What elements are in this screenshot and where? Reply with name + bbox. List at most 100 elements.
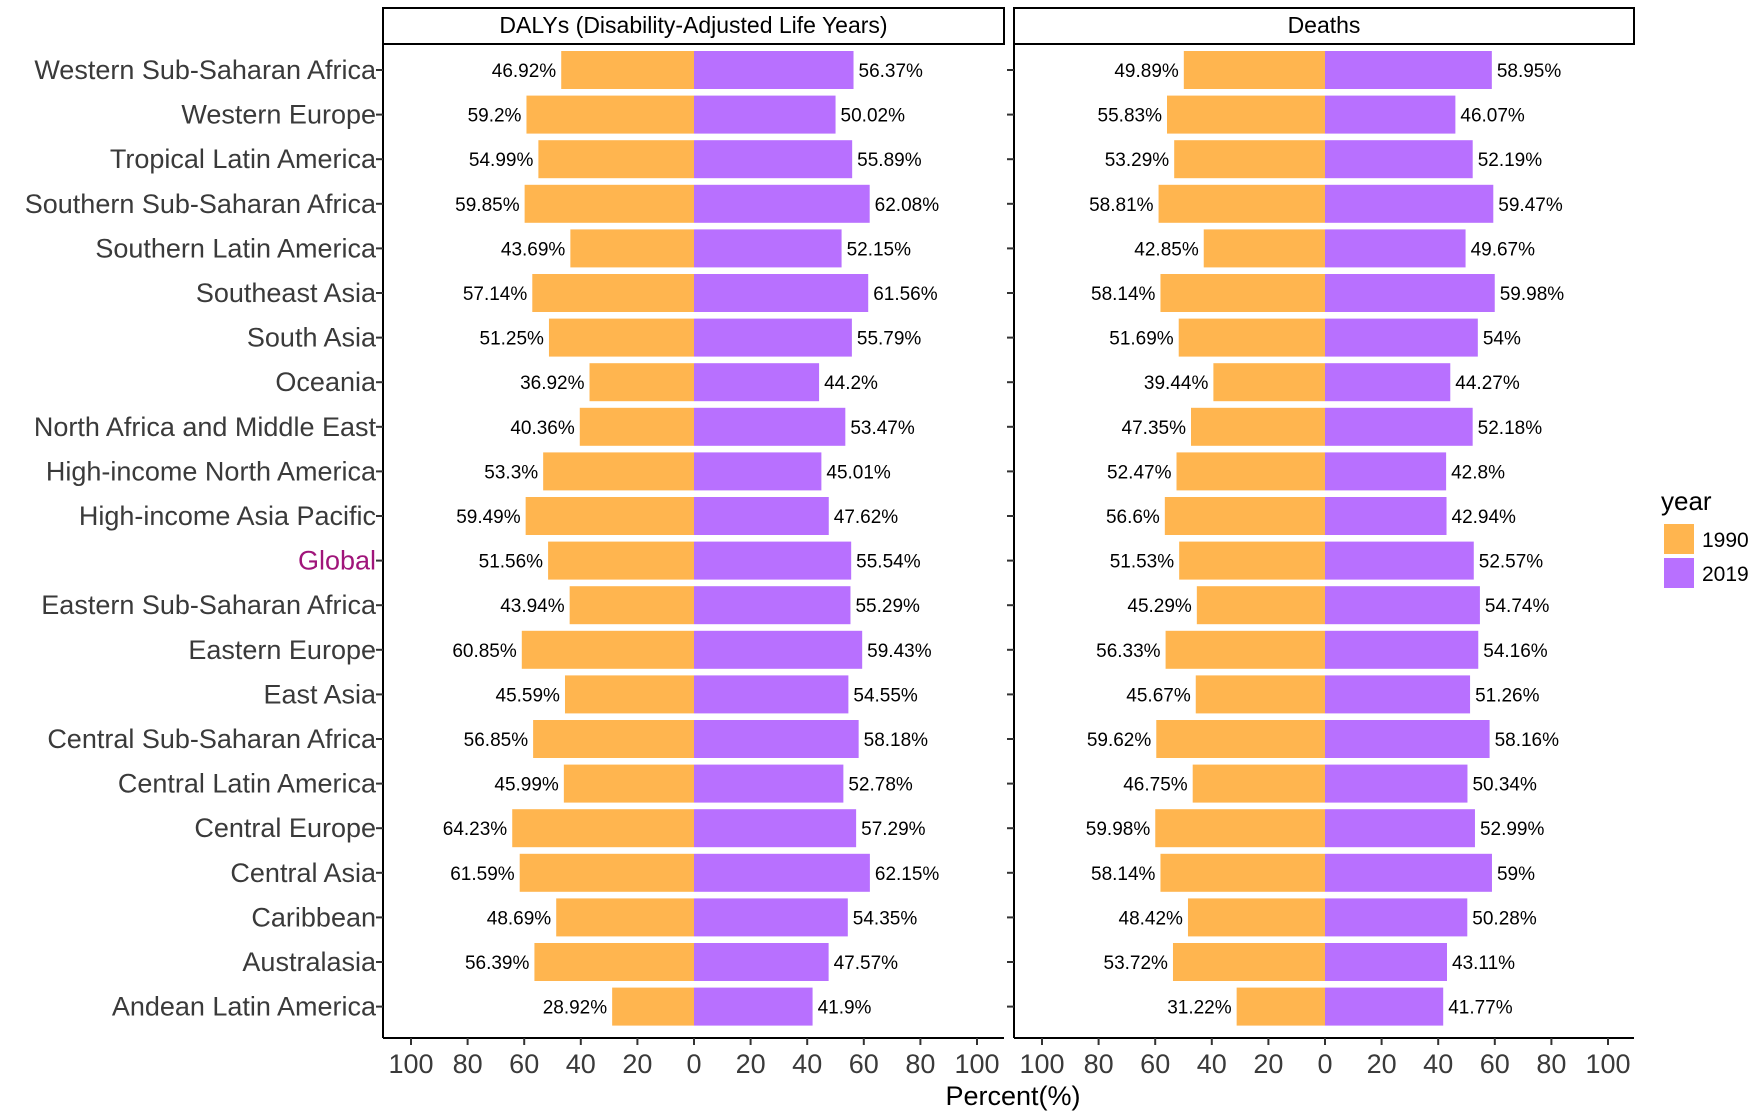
x-tick-label: 60 xyxy=(1480,1049,1510,1079)
bar-1990-central-sub-saharan-africa xyxy=(1156,720,1325,758)
bar-1990-southern-sub-saharan-africa xyxy=(524,184,694,223)
legend: year 1990 2019 xyxy=(1661,486,1749,588)
bar-2019-southeast-asia xyxy=(694,274,869,312)
value-label-2019-southern-latin-america: 49.67% xyxy=(1471,239,1536,260)
value-label-2019-eastern-sub-saharan-africa: 54.74% xyxy=(1485,596,1550,617)
region-label-south-asia: South Asia xyxy=(247,323,377,353)
x-tick-label: 100 xyxy=(1019,1049,1064,1079)
bar-2019-eastern-europe xyxy=(694,630,863,669)
bar-2019-western-europe xyxy=(1325,95,1456,134)
x-tick-label: 60 xyxy=(849,1049,879,1079)
bar-1990-southeast-asia xyxy=(1160,274,1325,312)
bar-2019-eastern-europe xyxy=(1325,630,1479,669)
x-tick-label: 100 xyxy=(954,1049,999,1079)
region-label-western-sub-saharan-africa: Western Sub-Saharan Africa xyxy=(34,55,377,85)
panel-dalys-disability-adjusted-life-years: DALYs (Disability-Adjusted Life Years) 46… xyxy=(376,7,1005,1079)
bar-2019-east-asia xyxy=(1325,675,1471,714)
x-tick-label: 40 xyxy=(566,1049,596,1079)
x-tick-label: 100 xyxy=(1585,1049,1630,1079)
value-label-1990-andean-latin-america: 31.22% xyxy=(1167,998,1232,1019)
bar-1990-eastern-sub-saharan-africa xyxy=(1196,586,1325,625)
bar-1990-andean-latin-america xyxy=(1236,987,1325,1026)
region-label-caribbean: Caribbean xyxy=(251,902,376,932)
region-label-southeast-asia: Southeast Asia xyxy=(196,278,377,308)
bar-1990-oceania xyxy=(589,363,694,402)
bar-1990-western-europe xyxy=(1167,95,1325,134)
value-label-1990-east-asia: 45.67% xyxy=(1126,685,1191,706)
x-tick-label: 40 xyxy=(792,1049,822,1079)
x-tick-label: 0 xyxy=(1317,1049,1332,1079)
bar-1990-australasia xyxy=(534,943,694,981)
bar-2019-east-asia xyxy=(694,675,849,714)
value-label-1990-southeast-asia: 58.14% xyxy=(1091,284,1156,305)
bar-2019-southern-latin-america xyxy=(694,229,842,268)
value-label-2019-oceania: 44.27% xyxy=(1455,373,1520,394)
panels: DALYs (Disability-Adjusted Life Years) 46… xyxy=(376,7,1635,1079)
bar-1990-east-asia xyxy=(1195,675,1325,714)
value-label-2019-caribbean: 50.28% xyxy=(1472,908,1537,929)
bar-1990-central-asia xyxy=(519,853,694,892)
value-label-1990-eastern-europe: 60.85% xyxy=(452,641,517,662)
bar-1990-western-europe xyxy=(526,95,694,134)
value-label-2019-caribbean: 54.35% xyxy=(853,908,918,929)
value-label-1990-central-latin-america: 45.99% xyxy=(494,775,559,796)
region-label-australasia: Australasia xyxy=(242,947,377,977)
value-label-1990-eastern-europe: 56.33% xyxy=(1096,641,1161,662)
bar-2019-south-asia xyxy=(1325,318,1478,357)
bar-1990-global xyxy=(548,541,694,580)
value-label-1990-western-sub-saharan-africa: 49.89% xyxy=(1114,61,1179,82)
bar-2019-southeast-asia xyxy=(1325,274,1495,312)
bar-1990-caribbean xyxy=(1187,898,1325,937)
bar-1990-eastern-sub-saharan-africa xyxy=(569,586,694,625)
bar-1990-central-sub-saharan-africa xyxy=(533,720,694,758)
region-label-high-income-north-america: High-income North America xyxy=(46,456,377,486)
bar-2019-high-income-north-america xyxy=(694,452,822,491)
bar-1990-north-africa-and-middle-east xyxy=(579,407,694,446)
value-label-1990-central-europe: 64.23% xyxy=(443,819,508,840)
value-label-2019-high-income-asia-pacific: 42.94% xyxy=(1452,507,1517,528)
value-label-1990-central-sub-saharan-africa: 56.85% xyxy=(464,730,529,751)
x-axis-title: Percent(%) xyxy=(945,1081,1080,1111)
region-label-oceania: Oceania xyxy=(275,367,377,397)
bar-2019-tropical-latin-america xyxy=(694,140,853,179)
bar-1990-high-income-north-america xyxy=(1176,452,1325,491)
bar-1990-southern-sub-saharan-africa xyxy=(1158,184,1325,223)
bar-1990-andean-latin-america xyxy=(612,987,694,1026)
value-label-2019-australasia: 47.57% xyxy=(834,953,899,974)
bar-1990-australasia xyxy=(1172,943,1325,981)
value-label-1990-high-income-asia-pacific: 56.6% xyxy=(1106,507,1160,528)
region-label-central-sub-saharan-africa: Central Sub-Saharan Africa xyxy=(47,724,377,754)
value-label-1990-central-europe: 59.98% xyxy=(1086,819,1151,840)
bar-1990-southern-latin-america xyxy=(570,229,694,268)
bar-1990-central-latin-america xyxy=(563,764,694,803)
value-label-2019-central-europe: 57.29% xyxy=(861,819,926,840)
value-label-1990-global: 51.53% xyxy=(1110,552,1175,573)
bar-1990-high-income-asia-pacific xyxy=(1164,497,1325,535)
value-label-2019-global: 55.54% xyxy=(856,552,921,573)
region-label-southern-sub-saharan-africa: Southern Sub-Saharan Africa xyxy=(25,189,377,219)
bar-2019-andean-latin-america xyxy=(1325,987,1444,1026)
panel-title: Deaths xyxy=(1288,12,1361,38)
bar-2019-australasia xyxy=(1325,943,1448,981)
value-label-2019-north-africa-and-middle-east: 52.18% xyxy=(1478,418,1543,439)
region-label-high-income-asia-pacific: High-income Asia Pacific xyxy=(79,501,376,531)
bar-2019-central-sub-saharan-africa xyxy=(1325,720,1490,758)
x-tick-label: 60 xyxy=(1140,1049,1170,1079)
value-label-2019-tropical-latin-america: 55.89% xyxy=(857,150,922,171)
value-label-2019-central-sub-saharan-africa: 58.16% xyxy=(1495,730,1560,751)
x-tick-label: 20 xyxy=(736,1049,766,1079)
bar-1990-eastern-europe xyxy=(1165,630,1325,669)
value-label-2019-southern-sub-saharan-africa: 59.47% xyxy=(1498,195,1563,216)
value-label-2019-high-income-asia-pacific: 47.62% xyxy=(834,507,899,528)
value-label-1990-southeast-asia: 57.14% xyxy=(463,284,528,305)
bar-2019-central-europe xyxy=(1325,809,1475,848)
bar-1990-southeast-asia xyxy=(532,274,694,312)
legend-label-2019: 2019 xyxy=(1702,563,1749,586)
region-label-eastern-sub-saharan-africa: Eastern Sub-Saharan Africa xyxy=(41,590,377,620)
bar-2019-eastern-sub-saharan-africa xyxy=(694,586,851,625)
bar-1990-southern-latin-america xyxy=(1203,229,1325,268)
bar-2019-andean-latin-america xyxy=(694,987,813,1026)
bar-2019-caribbean xyxy=(694,898,848,937)
bar-1990-eastern-europe xyxy=(521,630,694,669)
